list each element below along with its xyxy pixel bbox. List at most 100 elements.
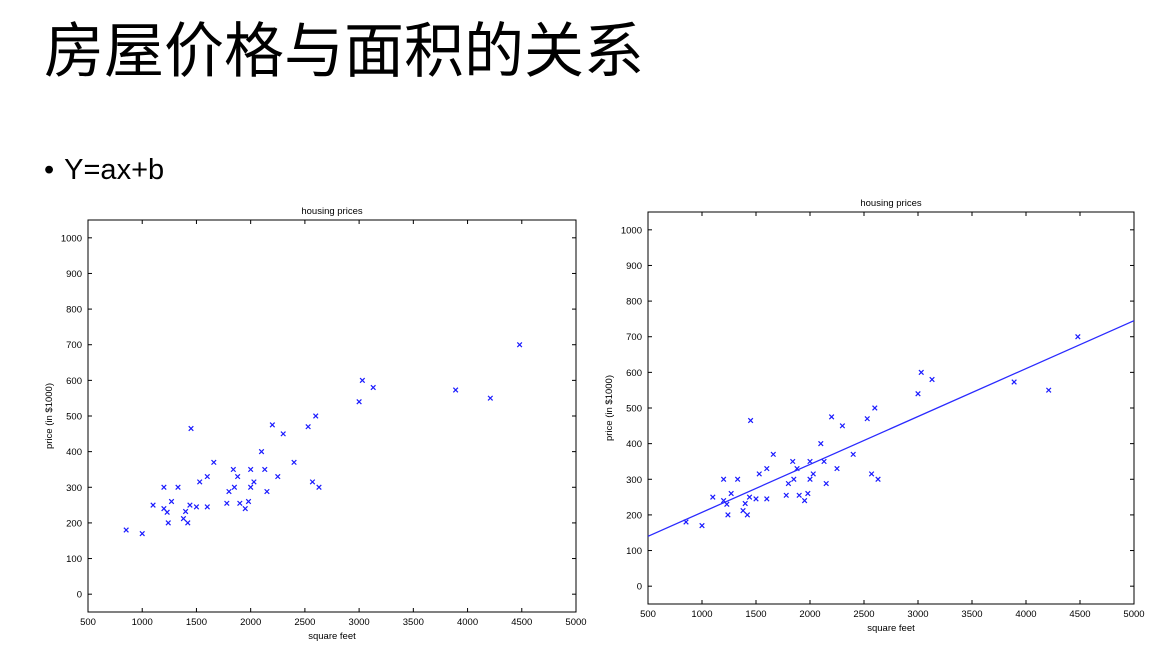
data-point-x-marker (872, 405, 878, 411)
data-point-x-marker (699, 522, 705, 529)
data-point-x-marker (305, 423, 311, 430)
data-point-x-marker (710, 494, 716, 500)
y-tick-label: 800 (626, 297, 642, 308)
y-tick-label: 700 (66, 340, 82, 351)
data-point-x-marker (850, 451, 856, 458)
data-point-x-marker (204, 473, 211, 480)
data-point-x-marker (313, 413, 319, 419)
y-tick-label: 100 (66, 554, 82, 565)
data-point-x-marker (231, 484, 238, 490)
data-point-x-marker (915, 391, 921, 397)
data-point-x-marker (785, 480, 792, 487)
data-point-x-marker (370, 384, 376, 391)
y-tick-label: 0 (637, 582, 642, 593)
y-tick-label: 1000 (61, 233, 82, 244)
y-tick-label: 100 (626, 546, 642, 557)
data-point-x-marker (796, 492, 802, 499)
data-point-x-marker (242, 505, 248, 512)
scatter-chart-right: housing prices square feet price (in $1000… (604, 198, 1145, 634)
data-point-x-marker (1045, 387, 1052, 393)
data-point-x-marker (237, 500, 243, 507)
x-tick-label: 2500 (294, 617, 315, 628)
y-tick-label: 900 (626, 261, 642, 272)
data-point-x-marker (139, 530, 145, 537)
regression-line (647, 320, 1135, 537)
data-point-x-marker (740, 507, 746, 514)
bullet-item: • Y=ax+b (44, 150, 164, 190)
x-tick-label: 4500 (1069, 609, 1090, 620)
data-point-x-marker (182, 508, 189, 515)
x-tick-label: 500 (80, 617, 96, 628)
data-point-x-marker (168, 498, 175, 505)
data-point-x-marker (262, 466, 268, 473)
y-axis-label: price (in $1000) (44, 383, 55, 449)
data-point-x-marker (161, 484, 167, 490)
data-point-x-marker (123, 527, 129, 533)
y-tick-label: 0 (77, 590, 82, 601)
data-point-x-marker (801, 497, 808, 504)
data-point-x-marker (245, 498, 252, 505)
y-tick-label: 300 (626, 475, 642, 486)
data-point-x-marker (805, 490, 811, 497)
data-point-x-marker (275, 473, 281, 480)
bullet-text: Y=ax+b (64, 154, 165, 186)
data-point-x-marker (309, 479, 316, 485)
x-tick-label: 5000 (565, 617, 586, 628)
x-tick-label: 500 (640, 609, 656, 620)
x-tick-label: 1500 (745, 609, 766, 620)
data-point-x-marker (818, 440, 824, 447)
chart-title: housing prices (301, 206, 363, 217)
data-point-x-marker (204, 504, 211, 510)
y-axis-label: price (in $1000) (604, 375, 615, 441)
data-point-x-marker (452, 387, 459, 393)
x-tick-label: 3500 (961, 609, 982, 620)
data-point-x-marker (875, 476, 881, 482)
y-tick-label: 200 (66, 518, 82, 529)
data-point-x-marker (196, 479, 203, 485)
data-point-x-marker (823, 480, 829, 487)
y-tick-label: 300 (66, 483, 82, 494)
x-tick-label: 4000 (457, 617, 478, 628)
data-point-x-marker (269, 422, 276, 428)
x-tick-label: 2500 (853, 609, 874, 620)
data-point-x-marker (929, 376, 935, 383)
data-point-x-marker (356, 399, 362, 405)
x-tick-label: 2000 (799, 609, 820, 620)
data-point-x-marker (291, 459, 297, 466)
data-point-x-marker (868, 471, 875, 477)
data-point-x-marker (175, 484, 181, 490)
y-tick-label: 600 (626, 368, 642, 379)
data-point-x-marker (230, 466, 237, 473)
data-point-x-marker (487, 395, 494, 401)
data-point-x-marker (720, 476, 727, 482)
x-tick-label: 1000 (691, 609, 712, 620)
data-point-x-marker (864, 415, 870, 422)
data-point-x-marker (165, 520, 171, 526)
x-tick-label: 1000 (132, 617, 153, 628)
x-tick-label: 4000 (1015, 609, 1036, 620)
data-point-x-marker (764, 496, 770, 502)
data-point-x-marker (789, 458, 796, 465)
x-axis-label: square feet (308, 631, 356, 642)
y-tick-label: 600 (66, 376, 82, 387)
plot-area (647, 211, 1135, 605)
y-tick-label: 400 (626, 439, 642, 450)
data-point-x-marker (234, 473, 241, 480)
data-point-x-marker (834, 465, 840, 472)
data-point-x-marker (180, 515, 187, 522)
x-tick-label: 3000 (907, 609, 928, 620)
data-point-x-marker (211, 459, 217, 466)
data-point-x-marker (839, 423, 846, 429)
data-point-x-marker (1011, 379, 1017, 385)
data-point-x-marker (359, 377, 366, 384)
data-point-x-marker (258, 448, 265, 455)
slide-title: 房屋价格与面积的关系 (44, 17, 644, 87)
data-point-x-marker (516, 342, 523, 348)
data-point-x-marker (247, 466, 254, 473)
data-point-x-marker (828, 414, 835, 420)
x-tick-label: 5000 (1123, 609, 1144, 620)
x-tick-label: 2000 (240, 617, 261, 628)
y-tick-label: 400 (66, 447, 82, 458)
data-point-x-marker (251, 479, 257, 485)
x-tick-label: 3000 (349, 617, 370, 628)
